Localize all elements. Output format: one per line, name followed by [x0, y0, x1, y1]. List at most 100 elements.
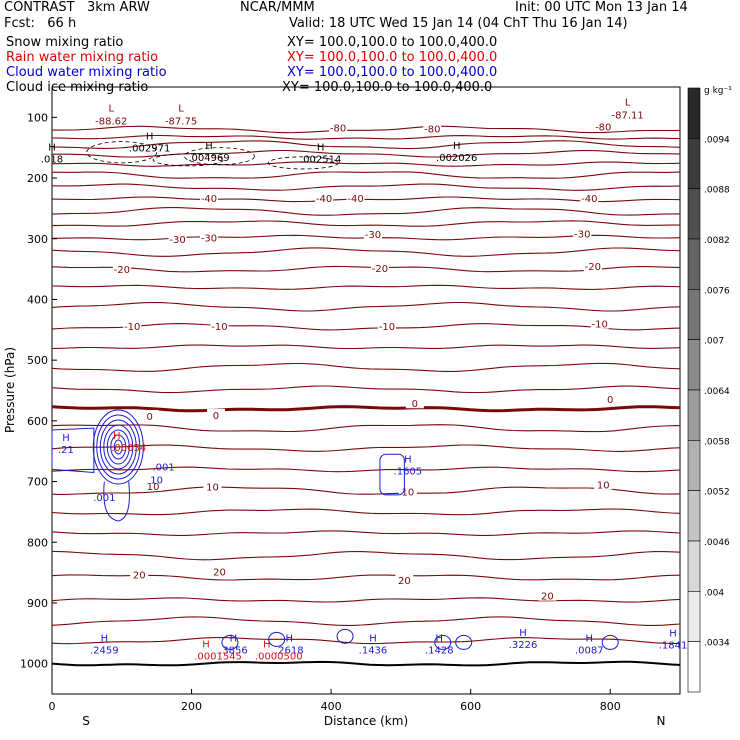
cloud-high-value: .0087 [575, 646, 604, 657]
y-tick-label: 100 [27, 111, 48, 124]
colorbar-tick-label: .007 [704, 337, 724, 347]
low-marker: L [178, 103, 184, 114]
temp-contour-label: -20 [372, 264, 388, 275]
cloud-high-marker: H [230, 634, 238, 645]
temperature-contour [51, 444, 681, 452]
cloud-label: 10 [150, 475, 163, 486]
temperature-contour [51, 574, 681, 581]
temp-contour-label: 20 [133, 570, 146, 581]
colorbar-segment [687, 641, 701, 693]
legend-cloud: Cloud water mixing ratio [6, 65, 167, 80]
south-label: S [82, 714, 90, 728]
temp-contour-label: -40 [316, 194, 332, 205]
temp-contour-label: -10 [124, 322, 140, 333]
cloud-contour [113, 439, 123, 455]
legend-rain: Rain water mixing ratio [6, 50, 159, 65]
temp-contour-label: -10 [379, 322, 395, 333]
temperature-contour [51, 344, 681, 350]
ice-high-marker: H [48, 143, 56, 154]
temp-label-bg [200, 231, 218, 243]
temp-label-bg [590, 317, 609, 329]
temp-label-bg [601, 392, 620, 404]
temp-contour-label: 0 [147, 412, 153, 423]
temp-contour-label: -80 [595, 122, 611, 133]
y-tick-label: 800 [27, 536, 48, 549]
ice-high-value: .004969 [188, 153, 229, 164]
colorbar-segment [687, 188, 701, 240]
colorbar-segment [687, 540, 701, 592]
cloud-contour [96, 414, 141, 480]
temp-label-bg [329, 121, 348, 133]
cloud-high-value: .2459 [90, 646, 119, 657]
cloud-high-value: .21 [58, 445, 74, 456]
cloud-contour [106, 429, 130, 465]
temperature-contour [51, 636, 681, 645]
temperature-contour [51, 196, 681, 203]
temp-label-bg [315, 192, 334, 204]
xy-cloud: XY= 100.0,100.0 to 100.0,400.0 [287, 65, 498, 80]
ice-high-marker: H [453, 141, 461, 152]
temp-label-bg [210, 565, 229, 577]
temp-contour-label: -30 [574, 229, 590, 240]
cloud-high-marker: H [285, 634, 293, 645]
temp-contour-label: 20 [541, 592, 554, 603]
temp-label-bg [398, 485, 417, 497]
temp-contour-label: -30 [365, 230, 381, 241]
temp-contour-label: 20 [398, 576, 411, 587]
y-tick-label: 900 [27, 597, 48, 610]
y-tick-label: 300 [27, 233, 48, 246]
rain-high-marker: H [263, 640, 271, 651]
colorbar-segment [687, 389, 701, 441]
colorbar-tick-label: .0052 [704, 488, 730, 498]
cloud-high-marker: H [519, 628, 527, 639]
cloud-high-value: .1841 [659, 641, 688, 652]
north-label: N [657, 714, 666, 728]
colorbar-unit: g kg⁻¹ [704, 86, 732, 96]
temperature-contour [51, 550, 681, 561]
temperature-contour [51, 134, 681, 140]
cloud-high-marker: H [62, 433, 70, 444]
temperature-contour [51, 220, 680, 227]
colorbar-tick-label: .0058 [704, 437, 730, 447]
x-tick-label: 200 [181, 700, 202, 713]
temp-label-bg [203, 480, 222, 492]
cloud-high-marker: H [436, 634, 444, 645]
cloud-label: .001 [153, 463, 175, 474]
cloud-high-value: .1605 [394, 466, 423, 477]
temp-contour-label: 10 [206, 482, 219, 493]
temperature-contour [51, 140, 681, 150]
ice-contour [267, 156, 339, 170]
temp-label-bg [140, 409, 159, 421]
colorbar-tick-label: .0088 [704, 186, 730, 196]
low-value: -87.75 [165, 116, 197, 127]
cloud-contour [379, 453, 405, 496]
temp-contour-label: 0 [213, 411, 219, 422]
cloud-high-marker: H [669, 629, 677, 640]
init-time: Init: 00 UTC Mon 13 Jan 14 [515, 0, 688, 15]
colorbar-segment [687, 87, 701, 139]
temp-label-bg [130, 568, 149, 580]
temp-contour-label: 20 [213, 567, 226, 578]
ice-contour [152, 153, 224, 167]
temperature-contour [51, 171, 681, 179]
temperature-contour [51, 660, 681, 667]
cloud-high-marker: H [369, 634, 377, 645]
colorbar-tick-label: .0034 [704, 639, 730, 649]
temp-label-bg [573, 227, 592, 239]
temperature-contour [51, 284, 681, 290]
cloud-contour [455, 634, 473, 650]
cloud-contour [434, 634, 452, 650]
temp-contour-label: -20 [585, 262, 601, 273]
temp-label-bg [206, 408, 225, 420]
x-tick-label: 0 [49, 700, 56, 713]
temperature-contour [51, 405, 681, 413]
cloud-high-value: .1428 [425, 646, 454, 657]
temp-contour-label: -10 [592, 320, 608, 331]
temp-contour-label: 0 [607, 395, 613, 406]
low-value: -87.11 [612, 110, 644, 121]
temp-contour-label: 0 [412, 399, 418, 410]
temp-label-bg [168, 232, 187, 244]
temperature-contour [52, 149, 681, 158]
y-tick-label: 700 [27, 476, 48, 489]
x-axis-label: Distance (km) [324, 714, 408, 728]
